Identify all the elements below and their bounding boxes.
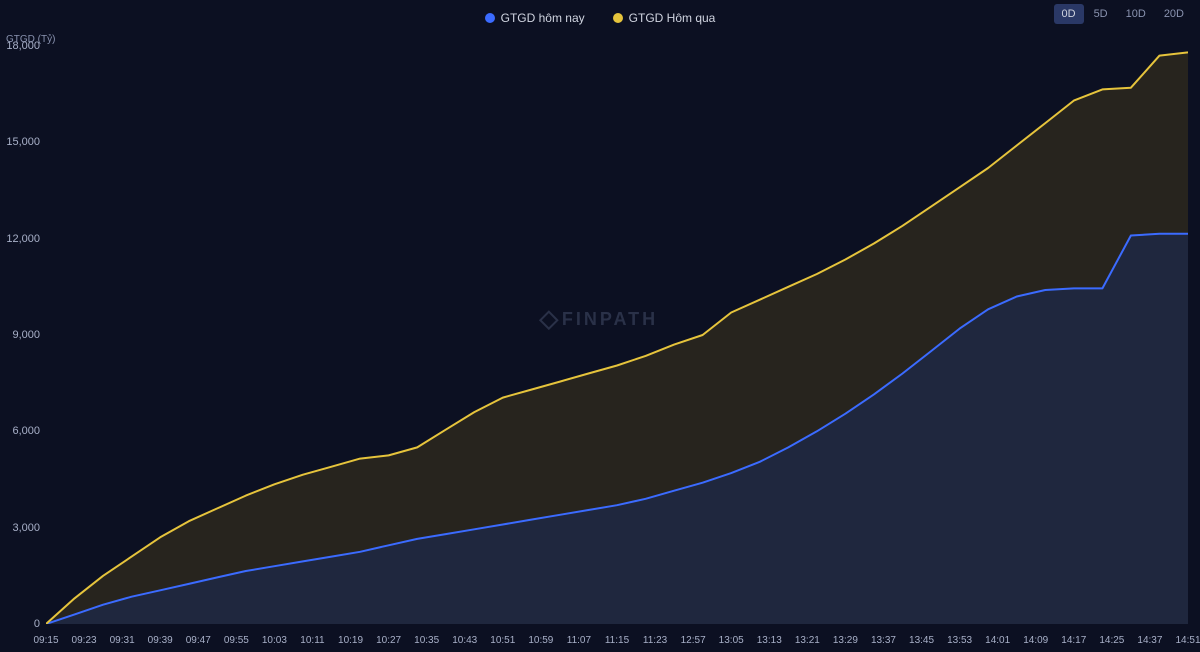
legend-label-yesterday: GTGD Hôm qua (629, 11, 716, 25)
x-tick: 09:47 (186, 635, 211, 646)
x-tick: 14:01 (985, 635, 1010, 646)
time-tab-0d[interactable]: 0D (1054, 4, 1084, 24)
time-tab-20d[interactable]: 20D (1156, 4, 1192, 24)
chart-plot-area (46, 46, 1188, 624)
y-tick: 3,000 (0, 522, 40, 534)
time-tab-10d[interactable]: 10D (1118, 4, 1154, 24)
x-tick: 10:51 (490, 635, 515, 646)
x-tick: 10:27 (376, 635, 401, 646)
legend-label-today: GTGD hôm nay (501, 11, 585, 25)
legend-item-today: GTGD hôm nay (485, 11, 585, 25)
x-tick: 09:55 (224, 635, 249, 646)
x-tick: 13:05 (719, 635, 744, 646)
x-tick: 14:51 (1175, 635, 1200, 646)
x-tick: 14:17 (1061, 635, 1086, 646)
y-tick: 18,000 (0, 40, 40, 52)
x-tick: 09:39 (148, 635, 173, 646)
y-tick: 15,000 (0, 136, 40, 148)
y-tick: 9,000 (0, 329, 40, 341)
legend-dot-yesterday (613, 13, 623, 23)
x-tick: 10:03 (262, 635, 287, 646)
x-tick: 09:31 (110, 635, 135, 646)
x-tick: 13:13 (757, 635, 782, 646)
legend-dot-today (485, 13, 495, 23)
time-range-selector[interactable]: 0D5D10D20D (1054, 4, 1193, 24)
y-tick: 0 (0, 618, 40, 630)
x-tick: 10:59 (528, 635, 553, 646)
x-tick: 11:07 (567, 635, 591, 646)
x-tick: 14:25 (1099, 635, 1124, 646)
x-tick: 11:23 (643, 635, 667, 646)
x-tick: 13:29 (833, 635, 858, 646)
x-tick: 13:21 (795, 635, 820, 646)
x-tick: 10:43 (452, 635, 477, 646)
x-tick: 10:35 (414, 635, 439, 646)
x-tick: 09:15 (33, 635, 58, 646)
y-tick: 12,000 (0, 233, 40, 245)
time-tab-5d[interactable]: 5D (1086, 4, 1116, 24)
x-tick: 14:37 (1137, 635, 1162, 646)
x-tick: 13:53 (947, 635, 972, 646)
x-tick: 13:37 (871, 635, 896, 646)
x-tick: 12:57 (681, 635, 706, 646)
x-tick: 09:23 (72, 635, 97, 646)
x-tick: 10:11 (300, 635, 324, 646)
x-tick: 10:19 (338, 635, 363, 646)
x-tick: 13:45 (909, 635, 934, 646)
y-tick: 6,000 (0, 425, 40, 437)
legend-item-yesterday: GTGD Hôm qua (613, 11, 716, 25)
chart-legend: GTGD hôm nay GTGD Hôm qua (485, 11, 716, 25)
x-tick: 11:15 (605, 635, 629, 646)
x-tick: 14:09 (1023, 635, 1048, 646)
